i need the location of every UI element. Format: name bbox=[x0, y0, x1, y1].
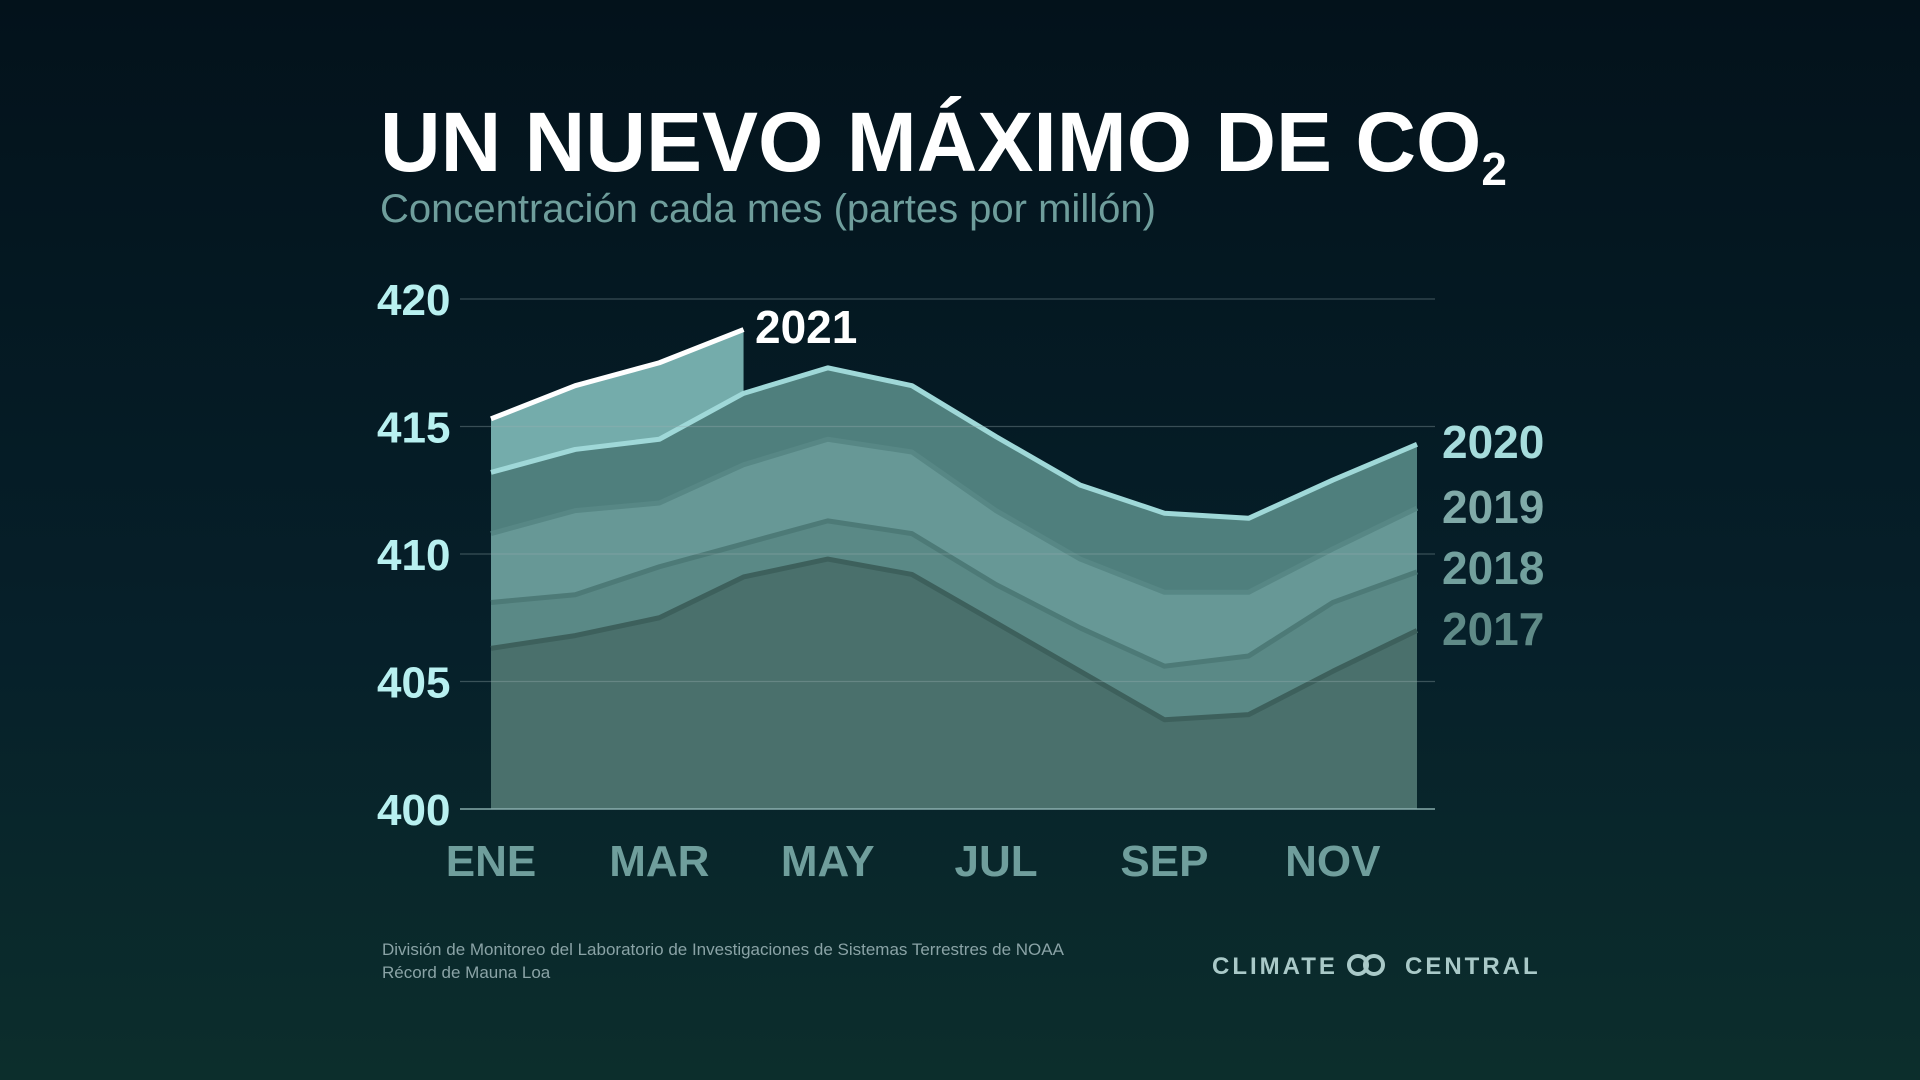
x-tick-label: MAY bbox=[781, 837, 875, 886]
series-line bbox=[490, 365, 1418, 521]
x-tick-label: MAR bbox=[609, 837, 709, 886]
area bbox=[491, 559, 1417, 809]
x-tick-label: JUL bbox=[955, 837, 1038, 886]
logo-text: CLIMATE bbox=[1212, 953, 1338, 980]
series-line bbox=[490, 436, 1419, 595]
x-tick-label: SEP bbox=[1120, 837, 1208, 886]
series-label: 2018 bbox=[1442, 542, 1544, 594]
x-tick-label: ENE bbox=[446, 837, 536, 886]
series-label: 2020 bbox=[1442, 416, 1544, 468]
title-main: UN NUEVO MÁXIMO DE CO bbox=[380, 95, 1481, 189]
series-label: 2021 bbox=[755, 301, 857, 353]
y-tick-label: 405 bbox=[377, 659, 450, 708]
series-label: 2019 bbox=[1442, 481, 1544, 533]
series-line bbox=[490, 518, 1418, 669]
title-subscript: 2 bbox=[1481, 143, 1507, 195]
chart-title: UN NUEVO MÁXIMO DE CO2 bbox=[380, 95, 1507, 195]
logo-text: CENTRAL bbox=[1405, 953, 1541, 980]
x-tick-label: NOV bbox=[1285, 837, 1381, 886]
series-label: 2017 bbox=[1442, 603, 1544, 655]
logo-icon bbox=[1347, 954, 1385, 976]
series-line bbox=[490, 327, 745, 422]
y-tick-label: 410 bbox=[377, 531, 450, 580]
y-tick-label: 420 bbox=[377, 276, 450, 325]
source-line: División de Monitoreo del Laboratorio de… bbox=[382, 940, 1065, 959]
subtitle: Concentración cada mes (partes por milló… bbox=[380, 187, 1156, 231]
series-line bbox=[490, 556, 1419, 723]
y-tick-label: 400 bbox=[377, 786, 450, 835]
source-line: Récord de Mauna Loa bbox=[382, 963, 551, 982]
y-tick-label: 415 bbox=[377, 404, 450, 453]
